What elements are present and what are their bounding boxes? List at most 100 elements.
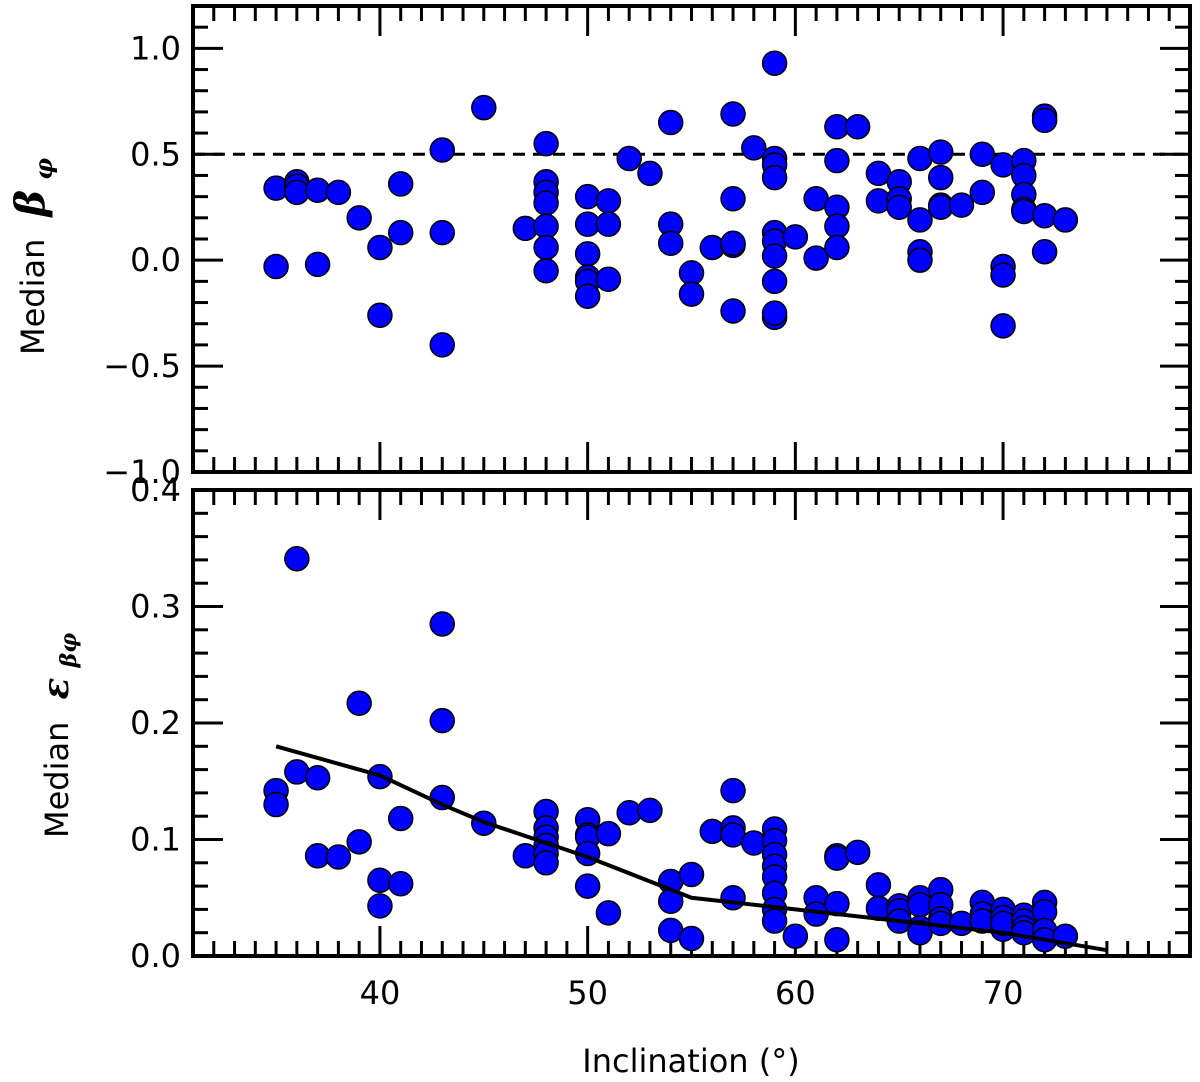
top-ylabel-symbol: β [7, 190, 54, 219]
top-data-point [803, 245, 829, 271]
bottom-data-point [263, 791, 289, 818]
bottom-data-point [284, 545, 310, 572]
top-data-point [824, 234, 850, 261]
top-data-point [429, 137, 455, 163]
top-data-point [824, 213, 850, 240]
top-data-point [844, 113, 871, 140]
top-data-point [387, 219, 414, 246]
top-data-point [367, 302, 393, 329]
bottom-data-point [865, 872, 892, 898]
top-data-point [429, 332, 455, 358]
top-data-point [429, 219, 455, 246]
bottom-ytick-label: 0.2 [130, 704, 181, 742]
bottom-data-point [678, 925, 705, 952]
bottom-ticks [193, 490, 1190, 956]
top-data-point [637, 160, 663, 187]
top-data-point [907, 207, 933, 233]
top-data-point [533, 130, 559, 157]
top-data-point [657, 109, 684, 136]
top-data-point [346, 205, 372, 231]
top-data-point [761, 50, 788, 76]
top-data-point [1011, 198, 1037, 225]
top-ticks [193, 6, 1190, 472]
top-data-point [387, 171, 414, 197]
top-data-point [533, 213, 559, 240]
top-data-point [928, 139, 954, 165]
top-data-point [761, 164, 788, 191]
top-data-point [678, 281, 705, 307]
top-data-point [616, 145, 642, 172]
bottom-panel: 0.0 0.1 0.2 0.3 0.4 40 50 60 70 Median ε βφ Inc… [35, 471, 1192, 1080]
bottom-data-point [637, 797, 663, 824]
bottom-data-point [346, 690, 372, 716]
top-data-point [969, 179, 996, 206]
top-data-point [1052, 207, 1079, 233]
top-data-point [1031, 202, 1058, 229]
top-ylabel-text: Median [14, 239, 52, 355]
top-frame [191, 4, 1192, 474]
top-data-point [1031, 107, 1058, 134]
top-data-point [533, 190, 559, 216]
bottom-data-point [304, 765, 331, 791]
bottom-data-point [387, 871, 414, 897]
bottom-data-point [574, 873, 601, 899]
bottom-data-point [367, 867, 393, 894]
bottom-ylabel-symbol: ε [35, 677, 77, 699]
bottom-data-point [325, 844, 352, 870]
top-points [263, 50, 1079, 358]
top-data-point [948, 192, 975, 218]
bottom-data-point [761, 908, 788, 934]
bottom-ylabel-sub: βφ [56, 633, 82, 669]
top-data-point [782, 224, 809, 250]
top-data-point [761, 268, 788, 295]
bottom-data-point [720, 777, 746, 804]
bottom-data-point [429, 611, 455, 637]
bottom-data-point [824, 926, 850, 953]
top-ylabel: Median β φ [7, 158, 58, 355]
top-ytick-labels: −1.0 −0.5 0.0 0.5 1.0 [103, 29, 181, 491]
top-data-point [325, 179, 352, 206]
top-data-point [657, 230, 684, 256]
top-data-point [761, 300, 788, 326]
top-data-point [574, 183, 601, 210]
bottom-data-point [429, 707, 455, 734]
top-data-point [720, 186, 746, 212]
bottom-data-point [387, 805, 414, 832]
top-data-point [720, 230, 746, 256]
top-data-point [741, 135, 767, 161]
top-data-point [533, 258, 559, 284]
top-data-point [304, 251, 331, 278]
bottom-data-point [782, 923, 809, 949]
top-data-point [824, 147, 850, 174]
top-data-point [471, 94, 497, 121]
bottom-ytick-label: 0.1 [130, 821, 181, 859]
top-ytick-label: 0.5 [130, 135, 181, 173]
bottom-data-point [533, 850, 559, 876]
x-axis-title: Inclination (°) [582, 1042, 799, 1080]
top-ytick-label: 0.0 [130, 241, 181, 279]
trend-line-group [275, 744, 1108, 953]
top-ytick-label: −1.0 [103, 453, 181, 491]
bottom-data-point [595, 820, 622, 847]
bottom-data-point [907, 919, 933, 946]
top-data-point [533, 234, 559, 261]
top-data-point [263, 253, 289, 280]
top-data-point [928, 164, 954, 191]
top-data-point [720, 101, 746, 127]
top-data-point [574, 241, 601, 267]
top-panel: −1.0 −0.5 0.0 0.5 1.0 Median β φ [7, 4, 1192, 491]
top-data-point [595, 266, 622, 292]
xtick-label: 60 [775, 974, 816, 1012]
top-data-point [990, 262, 1016, 288]
top-data-point [761, 243, 788, 269]
bottom-data-point [844, 839, 871, 866]
top-data-point [907, 247, 933, 273]
top-data-point [969, 141, 996, 168]
top-ytick-label: −0.5 [103, 347, 181, 385]
bottom-data-point [699, 818, 726, 845]
bottom-ytick-label: 0.3 [130, 588, 181, 626]
bottom-data-point [346, 829, 372, 855]
top-data-point [990, 313, 1016, 339]
bottom-ytick-label: 0.4 [130, 471, 181, 509]
